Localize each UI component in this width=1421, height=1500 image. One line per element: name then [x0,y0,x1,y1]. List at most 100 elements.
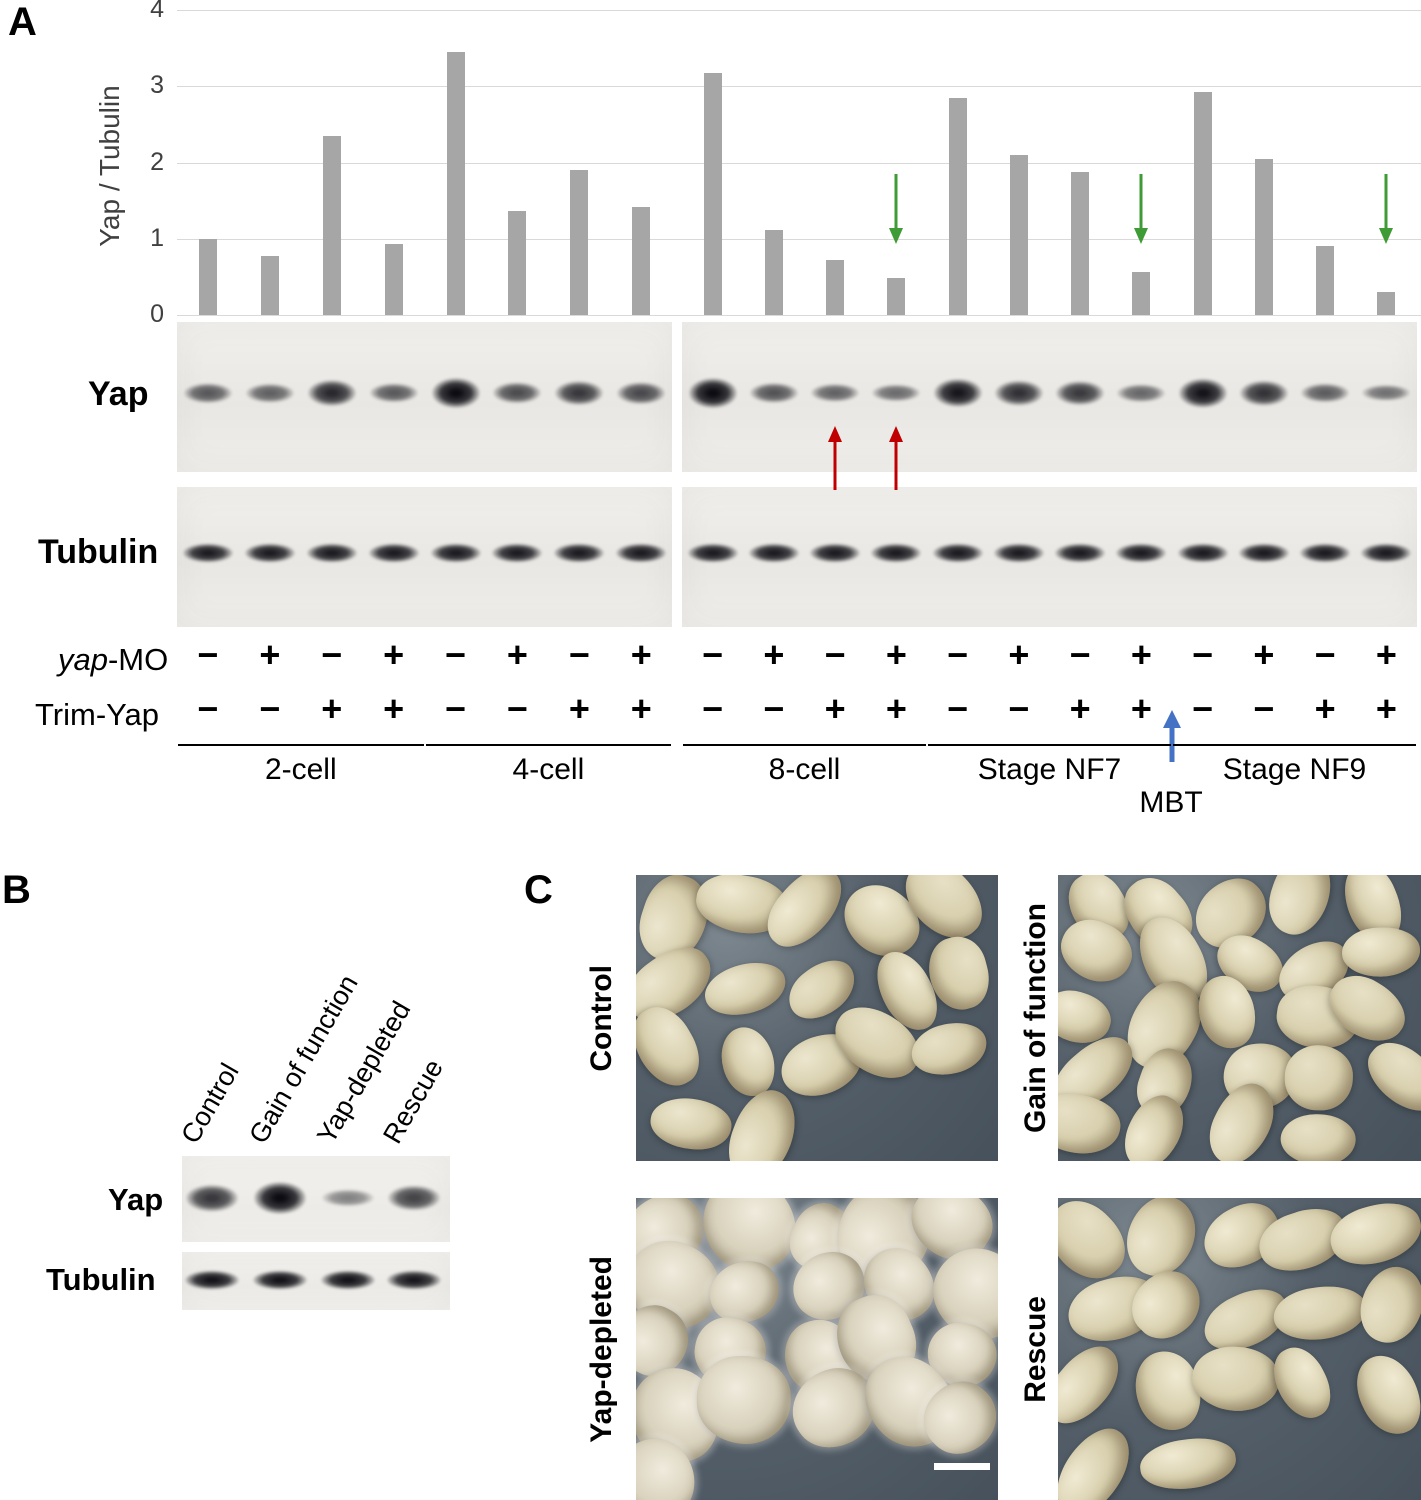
green-down-arrow-icon [1132,172,1150,246]
yap-mo-symbol: + [1008,634,1030,675]
micrograph-gain-of-function [1058,875,1421,1161]
yap-blot-right-strip [682,322,1417,472]
yap-mo-symbol: − [445,634,467,675]
trim-yap-symbol: − [1253,688,1275,729]
chart-bar [1254,158,1273,315]
blot-band [616,543,667,563]
yap-mo-symbol: + [383,634,405,675]
embryo-blob [1341,926,1421,979]
embryo-blob [1260,875,1340,943]
chart-bar [764,229,783,315]
panel-c-label-rescue-box: Rescue [1016,1198,1056,1500]
panel-b-column-label: Rescue [377,1054,449,1149]
blot-band [1178,378,1227,408]
scale-bar [934,1463,990,1470]
panel-c-label-gain-box: Gain of function [1016,875,1056,1161]
trim-yap-row-label: Trim-Yap [35,697,159,732]
chart-bar [1132,271,1151,315]
embryo-blob [1284,1044,1355,1112]
embryo-blob [1137,1434,1239,1495]
green-down-arrow-icon [887,172,905,246]
red-up-arrow-icon [887,424,905,492]
embryo-blob [1058,1416,1144,1500]
group-label: 2-cell [264,753,337,786]
chart-bar [1009,154,1028,315]
blot-band [748,543,799,563]
blot-band [182,543,233,563]
blot-band [244,543,295,563]
yaxis-tick-label: 4 [150,0,164,23]
green-down-arrow-icon [1377,172,1395,246]
chart-gridline [177,162,1421,164]
chart-bar [384,244,403,315]
trim-yap-symbol: − [763,688,785,729]
blot-band [994,380,1043,406]
chart-bar [1071,171,1090,315]
yap-mo-symbol: − [702,634,724,675]
blot-band [810,543,861,563]
yap-mo-label-italic: yap [58,642,108,677]
blot-band [993,543,1044,563]
blot-band [688,378,737,408]
blot-band [253,1270,307,1290]
blot-band [617,382,666,404]
blot-band [185,1270,239,1290]
blot-band [871,543,922,563]
yaxis-tick-label: 3 [150,71,164,100]
red-up-arrow-icon [826,424,844,492]
embryo-blob [717,1081,807,1161]
trim-yap-symbol: + [568,688,590,729]
blot-band [388,1185,440,1211]
yap-mo-symbol: − [824,634,846,675]
blot-band [811,383,860,403]
yap-mo-symbol: − [197,634,219,675]
yap-mo-symbol: + [1130,634,1152,675]
yap-mo-symbol: − [947,634,969,675]
embryo-blob [1270,1281,1370,1346]
embryo-blob [1190,1344,1283,1415]
tubulin-blot-row-label: Tubulin [38,533,159,571]
panel-c-label-control: Control [585,964,618,1072]
embryo-blob [696,1355,793,1446]
blot-band [431,378,480,408]
group-underline [177,744,424,746]
trim-yap-symbol: + [1069,688,1091,729]
yap-mo-symbol: − [568,634,590,675]
yap-mo-symbol: + [1375,634,1397,675]
blot-band [554,543,605,563]
chart-gridline [177,238,1421,240]
yaxis-tick-label: 0 [150,300,164,328]
chart-bar [508,210,527,315]
blot-band [932,543,983,563]
yap-mo-symbol: + [763,634,785,675]
trim-yap-symbol: + [630,688,652,729]
trim-yap-symbol: − [1008,688,1030,729]
chart-bar [887,278,906,315]
micrograph-rescue [1058,1198,1421,1500]
blot-band [1238,543,1289,563]
chart-bar [198,238,217,315]
chart-bar [632,206,651,315]
group-underline [927,744,1172,746]
embryo-blob [1350,1258,1421,1352]
chart-bar [1193,91,1212,315]
embryo-blob [1323,1198,1421,1275]
blot-band [1300,543,1351,563]
group-label: 4-cell [512,753,585,786]
blot-band [322,1189,374,1207]
trim-yap-symbol: + [1375,688,1397,729]
blot-band [1177,543,1228,563]
blot-band [749,382,798,404]
group-underline [1172,744,1417,746]
panel-c-label: C [524,868,553,912]
chart-gridline [177,86,1421,88]
chart-bar [1316,246,1335,315]
group-underline [682,744,927,746]
blot-band [1056,381,1105,405]
trim-yap-symbol: + [885,688,907,729]
blot-band [1117,384,1166,402]
blot-band [1362,384,1411,402]
yap-mo-symbol: + [1253,634,1275,675]
blot-band [492,543,543,563]
blot-band [1361,543,1412,563]
